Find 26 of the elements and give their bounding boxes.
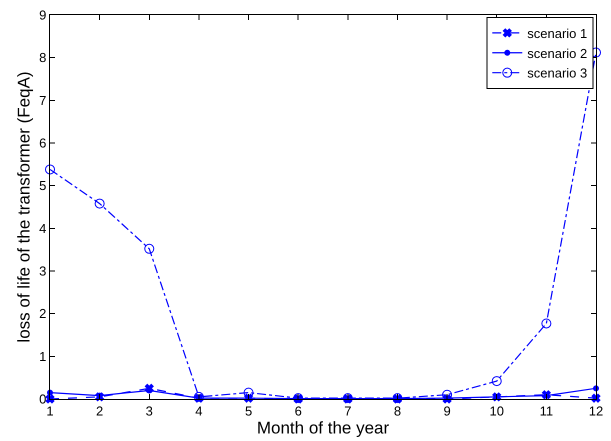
x-tick-label: 9 (443, 404, 451, 419)
x-tick-label: 6 (294, 404, 302, 419)
y-tick-label: 4 (39, 220, 46, 236)
y-tick-label: 7 (39, 92, 46, 108)
x-tick-label: 5 (244, 404, 252, 419)
y-tick-label: 1 (39, 348, 46, 364)
y-tick-label: 5 (39, 178, 46, 194)
x-tick-label: 10 (489, 404, 504, 419)
legend-label: scenario 2 (527, 46, 588, 61)
x-tick-label: 3 (146, 404, 153, 419)
y-tick-label: 2 (39, 306, 46, 322)
x-axis-title: Month of the year (256, 418, 390, 438)
x-tick-label: 7 (344, 404, 352, 419)
x-tick-label: 11 (540, 404, 554, 419)
y-axis-title: loss of life of the transformer (FeqA) (14, 71, 34, 343)
legend-label: scenario 3 (527, 66, 588, 81)
y-tick-label: 8 (39, 50, 46, 66)
y-tick-label: 9 (39, 8, 46, 23)
x-tick-label: 8 (394, 404, 402, 419)
y-tick-label: 6 (39, 136, 46, 151)
x-tick-label: 12 (588, 404, 604, 419)
x-tick-label: 2 (96, 404, 104, 419)
y-tick-label: 0 (39, 392, 46, 407)
x-tick-label: 4 (195, 404, 203, 419)
y-tick-label: 3 (39, 264, 46, 279)
legend-label: scenario 1 (527, 26, 588, 41)
